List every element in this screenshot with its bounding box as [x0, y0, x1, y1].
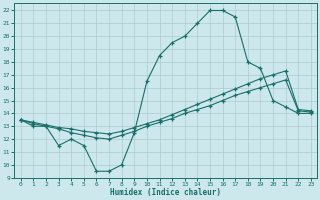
X-axis label: Humidex (Indice chaleur): Humidex (Indice chaleur) [110, 188, 221, 197]
